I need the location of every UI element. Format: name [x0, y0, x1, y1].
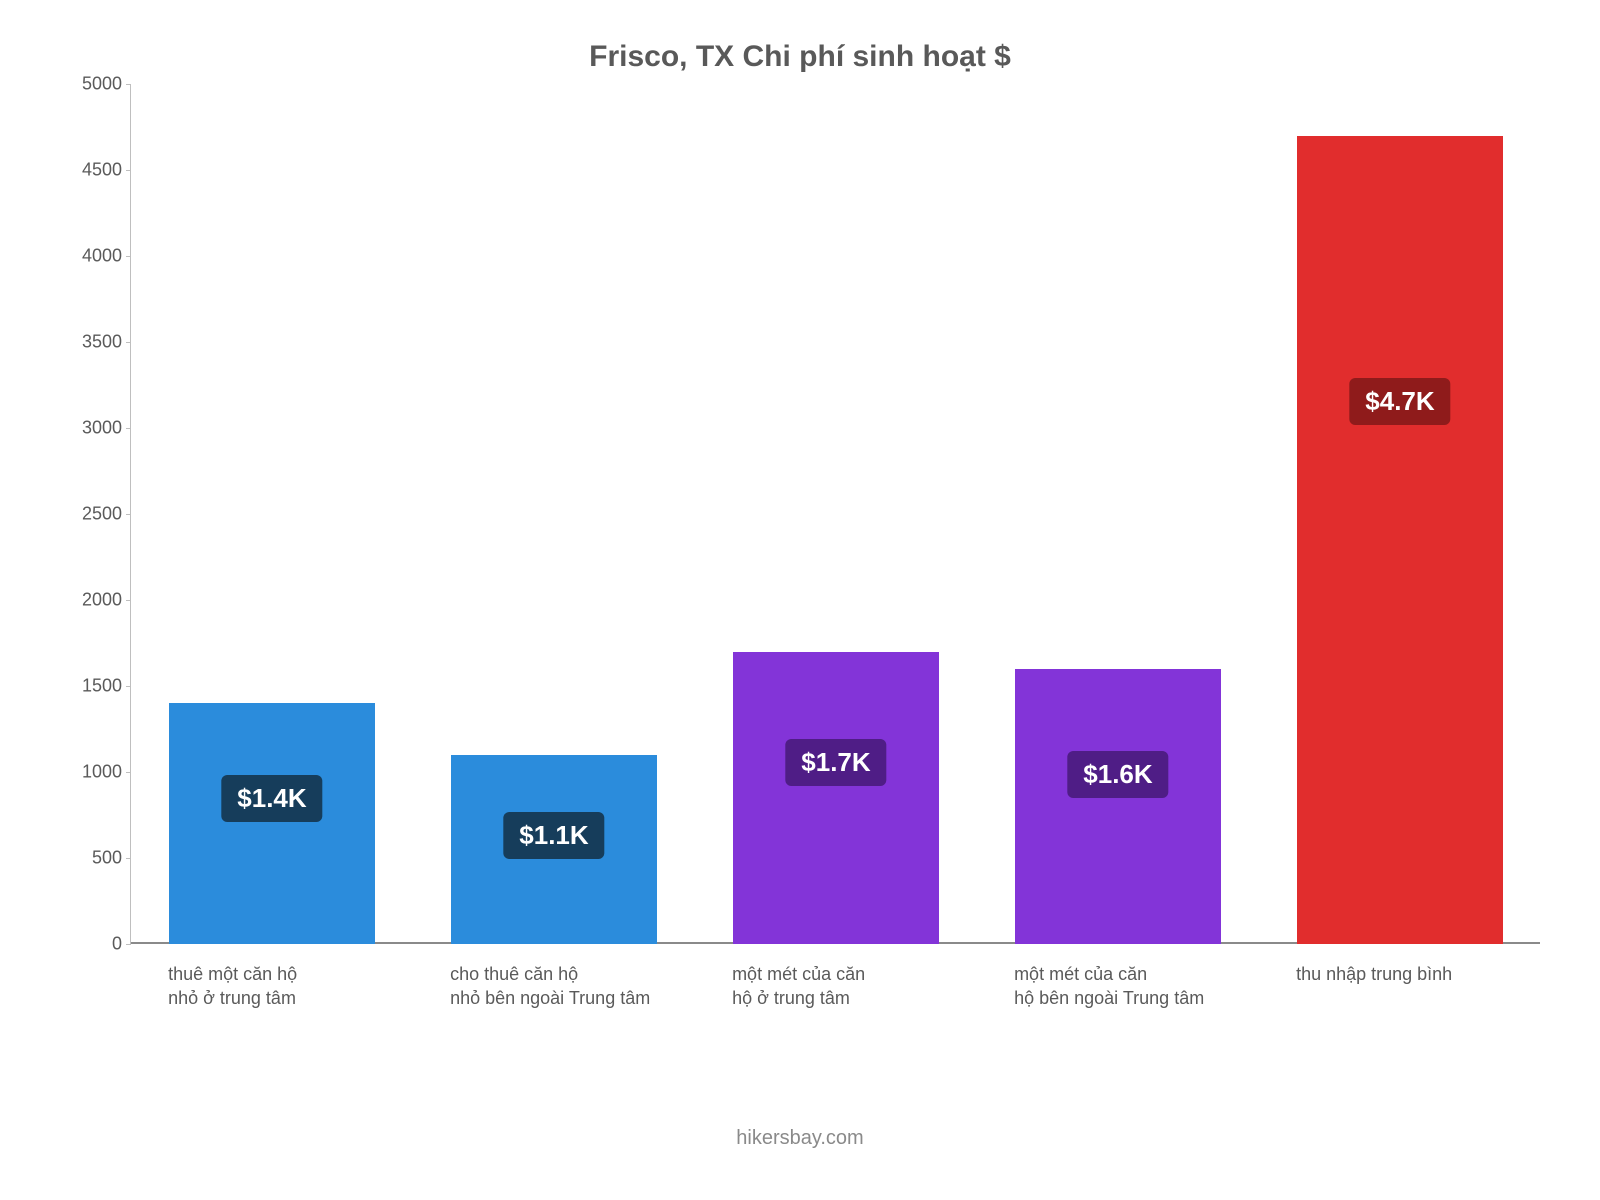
y-tick-label: 1500: [82, 676, 122, 697]
x-tick-label: thuê một căn hộ nhỏ ở trung tâm: [168, 962, 404, 1011]
y-tick-mark: [126, 84, 131, 85]
bar-value-label: $1.4K: [221, 775, 322, 822]
source-text: hikersbay.com: [0, 1127, 1600, 1150]
y-tick-label: 2000: [82, 590, 122, 611]
y-tick-mark: [126, 342, 131, 343]
y-tick-mark: [126, 944, 131, 945]
bar-avg_income: $4.7K: [1297, 136, 1503, 944]
x-tick-label: một mét của căn hộ bên ngoài Trung tâm: [1014, 962, 1250, 1011]
x-tick-label: cho thuê căn hộ nhỏ bên ngoài Trung tâm: [450, 962, 686, 1011]
y-tick-label: 3500: [82, 332, 122, 353]
bar-value-label: $1.1K: [503, 812, 604, 859]
y-tick-label: 0: [112, 934, 122, 955]
y-tick-mark: [126, 514, 131, 515]
x-tick-label: thu nhập trung bình: [1296, 962, 1532, 986]
y-tick-mark: [126, 686, 131, 687]
bar-value-label: $4.7K: [1349, 378, 1450, 425]
y-tick-label: 3000: [82, 418, 122, 439]
chart-wrap: 0500100015002000250030003500400045005000…: [60, 84, 1540, 1004]
y-tick-mark: [126, 170, 131, 171]
y-tick-mark: [126, 600, 131, 601]
x-axis: thuê một căn hộ nhỏ ở trung tâm cho thuê …: [130, 954, 1540, 1074]
y-tick-mark: [126, 428, 131, 429]
y-tick-mark: [126, 256, 131, 257]
bar-value-label: $1.7K: [785, 739, 886, 786]
bar-sqm_outside: $1.6K: [1015, 669, 1221, 944]
x-tick-label: một mét của căn hộ ở trung tâm: [732, 962, 968, 1011]
y-tick-label: 500: [92, 848, 122, 869]
y-tick-label: 4000: [82, 246, 122, 267]
bar-value-label: $1.6K: [1067, 751, 1168, 798]
bar-rent_small_outside: $1.1K: [451, 755, 657, 944]
y-tick-mark: [126, 858, 131, 859]
y-tick-label: 4500: [82, 160, 122, 181]
y-tick-label: 5000: [82, 74, 122, 95]
bar-sqm_center: $1.7K: [733, 652, 939, 944]
bar-rent_small_center: $1.4K: [169, 703, 375, 944]
y-tick-label: 1000: [82, 762, 122, 783]
y-tick-label: 2500: [82, 504, 122, 525]
y-tick-mark: [126, 772, 131, 773]
chart-title: Frisco, TX Chi phí sinh hoạt $: [60, 40, 1540, 74]
chart-stage: Frisco, TX Chi phí sinh hoạt $ 0 500 1000 1…: [0, 0, 1600, 1200]
y-axis: 0500100015002000250030003500400045005000: [60, 84, 130, 944]
plot-area: $1.4K $1.1K $1.7K $1.6K $4.7K: [130, 84, 1540, 944]
